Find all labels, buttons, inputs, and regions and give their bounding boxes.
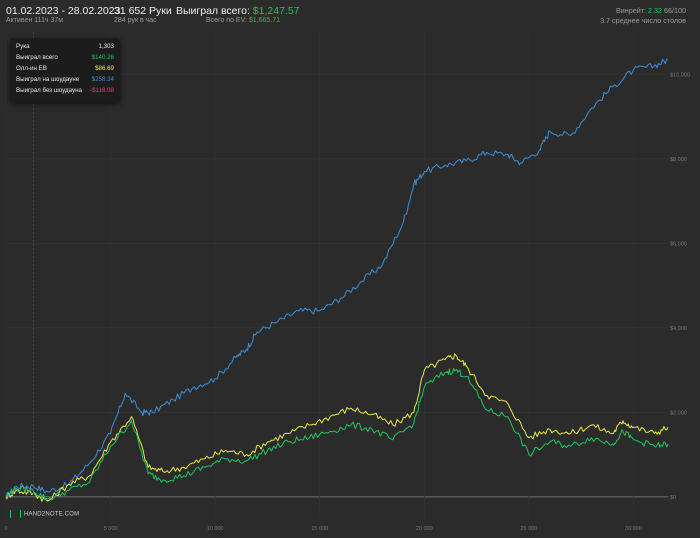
won-total-label: Выиграл всего: <box>176 5 250 17</box>
date-range[interactable]: 01.02.2023 - 28.02.2023 <box>6 5 121 17</box>
hand2note-logo: HAND2NOTE.COM <box>10 510 79 518</box>
x-tick-label: 25 000 <box>520 526 537 532</box>
ev-total: Всего по EV: $1,665.71 <box>206 17 280 24</box>
y-tick-label: $8,000 <box>670 157 687 163</box>
tooltip-row-showdown: Выиграл на шоудауне $258.34 <box>16 76 114 83</box>
x-tick-label: 30 000 <box>625 526 642 532</box>
y-tick-label: $4,000 <box>670 326 687 332</box>
x-tick-label: 5 000 <box>104 526 118 532</box>
tooltip-label: Выиграл всего <box>16 54 58 61</box>
y-tick-label: $6,000 <box>670 241 687 247</box>
winrate: Винрейт: 2.32 66/100 <box>616 6 686 15</box>
x-tick-label: 15 000 <box>311 526 328 532</box>
x-tick-label: 0 <box>4 526 7 532</box>
tooltip-value: -$118.08 <box>90 87 114 94</box>
tooltip-value: 1,303 <box>98 43 114 50</box>
winrate-suffix: 66/100 <box>664 6 686 15</box>
tooltip-row-hand: Рука 1,303 <box>16 43 114 50</box>
ev-total-value: $1,665.71 <box>248 17 281 24</box>
y-tick-label: $10,000 <box>670 72 690 78</box>
y-tick-label: $2,000 <box>670 410 687 416</box>
series-line-1 <box>5 58 669 498</box>
winrate-value: 2.32 <box>648 6 663 15</box>
tooltip-label: Выиграл без шоудауна <box>16 87 82 94</box>
logo-icon <box>10 510 21 518</box>
series-line-2 <box>5 353 669 502</box>
hover-tooltip: Рука 1,303 Выиграл всего $140.26 Олл-ин … <box>10 38 120 102</box>
tooltip-row-allin-ev: Олл-ин EB $86.69 <box>16 65 114 72</box>
tooltip-row-won-total: Выиграл всего $140.26 <box>16 54 114 61</box>
tooltip-label: Олл-ин EB <box>16 65 47 72</box>
ev-total-label: Всего по EV: <box>206 17 247 24</box>
tooltip-label: Выиграл на шоудауне <box>16 76 80 83</box>
active-time: Активен 111ч 37м <box>6 17 64 24</box>
logo-text: HAND2NOTE.COM <box>24 511 80 518</box>
winrate-label: Винрейт: <box>615 6 647 15</box>
tooltip-label: Рука <box>16 43 30 50</box>
x-tick-label: 20 000 <box>416 526 433 532</box>
avg-tables: 3.7 среднее число столов <box>600 16 686 25</box>
hands-per-hour: 284 рук в час <box>114 17 157 24</box>
tooltip-value: $140.26 <box>91 54 114 61</box>
tooltip-row-non-showdown: Выиграл без шоудауна -$118.08 <box>16 87 114 94</box>
chart-header: 01.02.2023 - 28.02.2023 Активен 111ч 37м… <box>0 0 700 30</box>
won-total-value: $1,247.57 <box>252 5 300 17</box>
series-line-3 <box>5 367 669 501</box>
hands-total: 31 652 Руки <box>114 5 172 17</box>
y-tick-label: $0 <box>670 495 676 501</box>
tooltip-value: $258.34 <box>91 76 114 83</box>
x-tick-label: 10 000 <box>207 526 224 532</box>
tooltip-value: $86.69 <box>95 65 114 72</box>
won-total: Выиграл всего: $1,247.57 <box>176 5 300 17</box>
